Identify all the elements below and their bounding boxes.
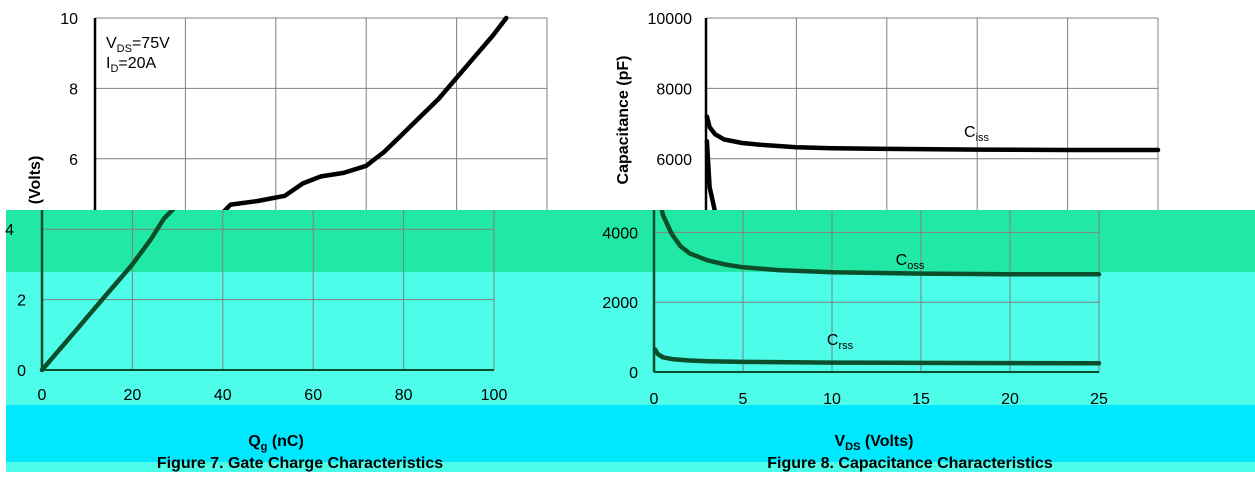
y-tick-label: 4000 <box>602 225 638 242</box>
x-axis-label: Qg (nC) <box>248 433 304 453</box>
x-tick-label: 80 <box>395 387 413 404</box>
series-line-0 <box>655 121 1099 154</box>
series-line-0 <box>39 210 176 373</box>
condition-label-0: VDS=75V <box>106 35 170 55</box>
y-tick-label: 2000 <box>602 295 638 312</box>
y-axis-label: Capacitance (pF) <box>615 56 632 185</box>
series-label-ciss: Ciss <box>964 124 990 144</box>
overlay-band-aqua-bottom <box>6 462 1255 472</box>
figure-caption: Figure 8. Capacitance Characteristics <box>767 455 1053 472</box>
y-tick-label: 10 <box>60 11 78 28</box>
overlay-band-aqua <box>6 272 1255 405</box>
x-tick-label: 0 <box>38 387 47 404</box>
series-line-0 <box>704 114 1161 153</box>
y-tick-label: 6000 <box>656 152 692 169</box>
x-tick-label: 20 <box>124 387 142 404</box>
y-tick-label: 8 <box>69 81 78 98</box>
x-axis-label: VDS (Volts) <box>835 433 914 453</box>
series-label-crss: Crss <box>827 332 854 352</box>
y-tick-label: 0 <box>17 363 26 380</box>
x-tick-label: 15 <box>912 391 930 408</box>
x-tick-label: 100 <box>481 387 508 404</box>
x-tick-label: 25 <box>1090 391 1108 408</box>
overlay-band-green <box>6 210 1255 272</box>
y-tick-label: 6 <box>69 152 78 169</box>
y-axis-label: (Volts) <box>27 156 44 205</box>
capacitance-overlay: 0 2000 4000 0 5 10 15 20 25 Coss Crss VDS (Volts) Fi… <box>602 121 1108 472</box>
x-tick-label: 0 <box>650 391 659 408</box>
x-tick-label: 20 <box>1001 391 1019 408</box>
x-tick-label: 60 <box>304 387 322 404</box>
condition-label-1: ID=20A <box>106 55 157 75</box>
y-tick-label: 8000 <box>656 81 692 98</box>
series-label-coss: Coss <box>896 252 925 272</box>
series-line-0 <box>222 15 509 210</box>
x-tick-label: 5 <box>739 391 748 408</box>
series-line-2 <box>652 347 1102 366</box>
series-line-1 <box>659 210 1102 277</box>
figure-caption: Figure 7. Gate Charge Characteristics <box>157 455 443 472</box>
x-tick-label: 10 <box>823 391 841 408</box>
y-tick-label: 2 <box>17 293 26 310</box>
y-tick-label: 0 <box>629 365 638 382</box>
y-tick-label: 10000 <box>648 11 693 28</box>
overlay-band-cyan <box>6 405 1255 462</box>
y-tick-label: 4 <box>5 222 14 239</box>
x-tick-label: 40 <box>214 387 232 404</box>
